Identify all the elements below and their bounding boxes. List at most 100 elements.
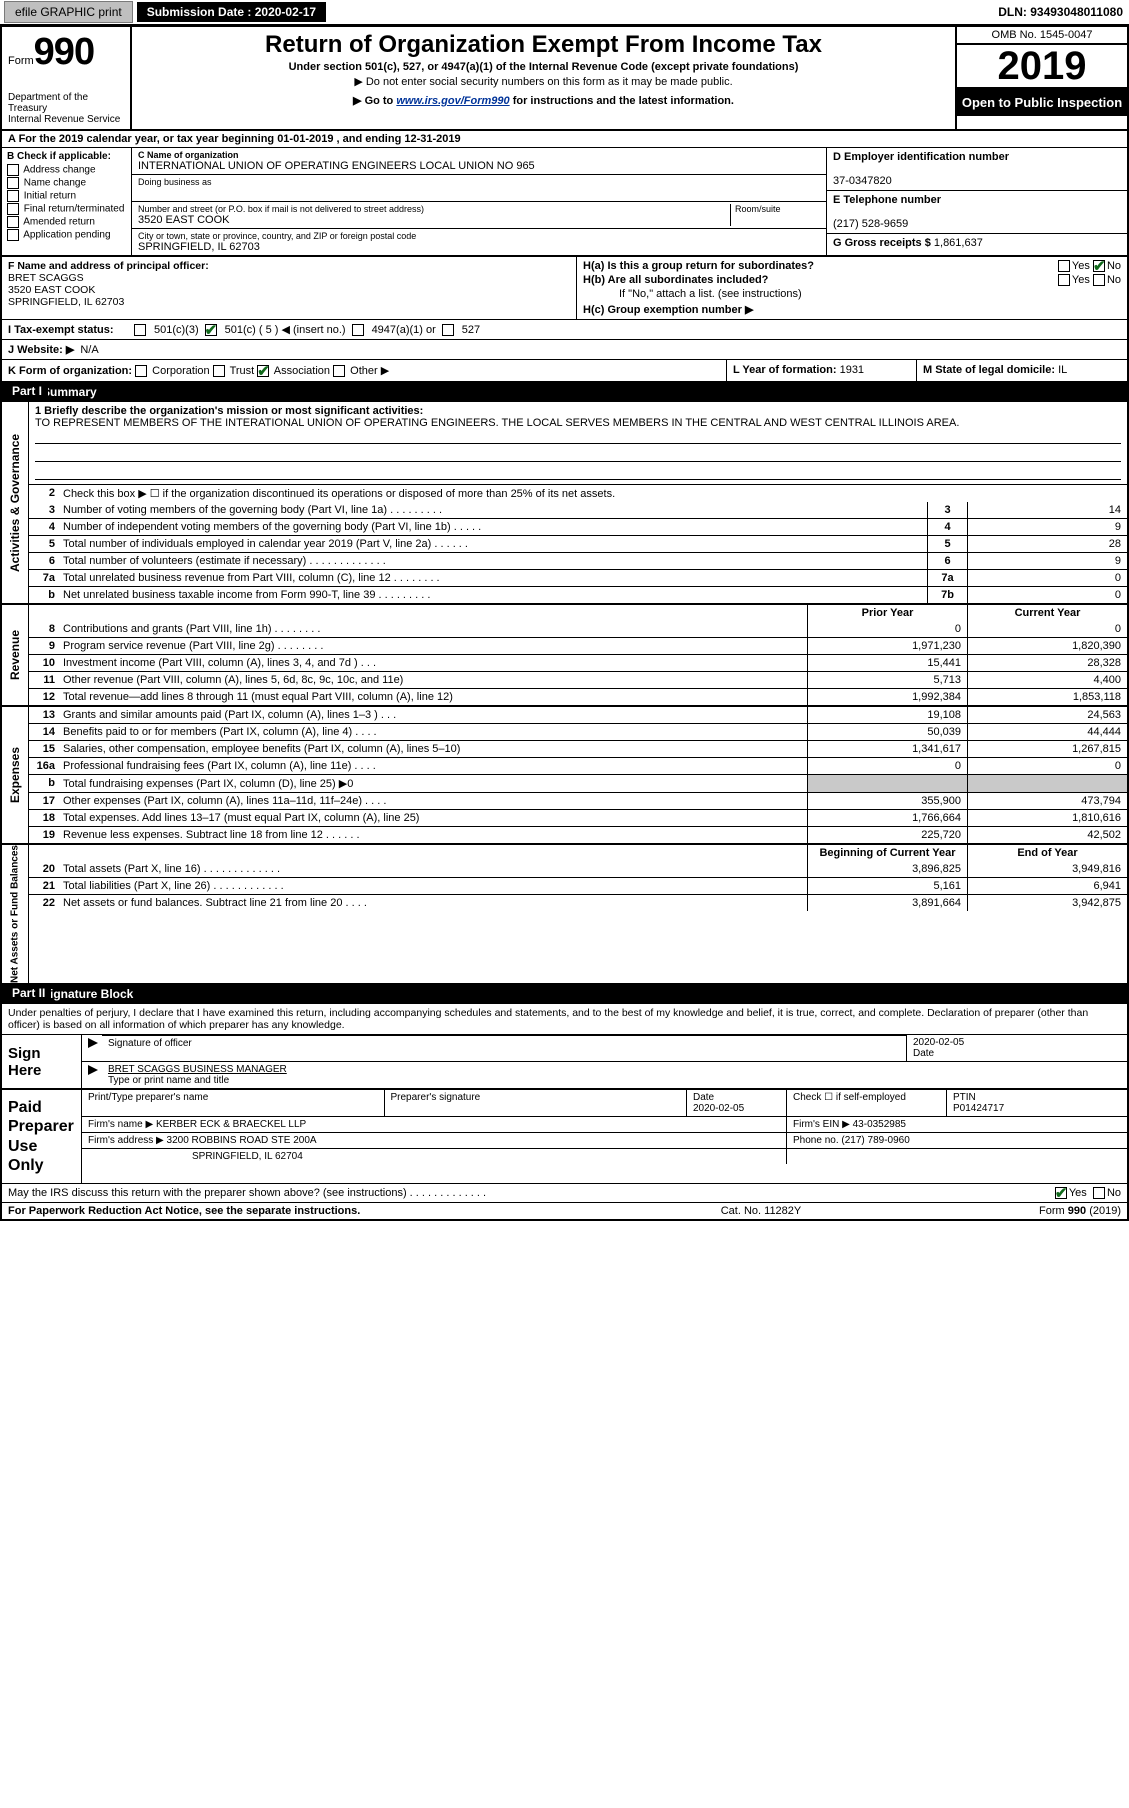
line-box: 3 (927, 502, 967, 518)
line-prior: 1,971,230 (807, 638, 967, 654)
line-box: 5 (927, 536, 967, 552)
section-expenses: Expenses 13Grants and similar amounts pa… (2, 707, 1127, 845)
efile-print-button[interactable]: efile GRAPHIC print (4, 1, 133, 23)
line-desc: Revenue less expenses. Subtract line 18 … (59, 827, 807, 843)
block-h: H(a) Is this a group return for subordin… (577, 257, 1127, 319)
line-desc: Investment income (Part VIII, column (A)… (59, 655, 807, 671)
firm-phone: (217) 789-0960 (841, 1135, 909, 1146)
sig-name: BRET SCAGGS BUSINESS MANAGER (108, 1064, 287, 1075)
section-activities-governance: Activities & Governance 1 Briefly descri… (2, 402, 1127, 605)
table-row: 17Other expenses (Part IX, column (A), l… (29, 792, 1127, 809)
sig-name-label: Type or print name and title (108, 1075, 229, 1086)
firm-addr1: 3200 ROBBINS ROAD STE 200A (167, 1135, 317, 1146)
line-current: 3,942,875 (967, 895, 1127, 911)
room-label: Room/suite (735, 204, 820, 214)
line-value: 9 (967, 553, 1127, 569)
dln: DLN: 93493048011080 (992, 2, 1129, 22)
tax-exempt-label: I Tax-exempt status: (8, 324, 128, 336)
line-desc: Benefits paid to or for members (Part IX… (59, 724, 807, 740)
chk-corp[interactable] (135, 365, 147, 377)
line-current: 28,328 (967, 655, 1127, 671)
line2-num: 2 (29, 485, 59, 502)
chk-address-change[interactable]: Address change (7, 164, 126, 176)
col-begin-year: Beginning of Current Year (807, 845, 967, 861)
line-desc: Number of voting members of the governin… (59, 502, 927, 518)
chk-527[interactable] (442, 324, 454, 336)
row-klm: K Form of organization: Corporation Trus… (2, 360, 1127, 383)
line2-desc: Check this box ▶ ☐ if the organization d… (59, 485, 1127, 502)
chk-initial-return[interactable]: Initial return (7, 190, 126, 202)
line-current: 1,853,118 (967, 689, 1127, 705)
footer-form: Form 990 (2019) (921, 1205, 1121, 1217)
form-990-frame: Form 990 Department of the Treasury Inte… (0, 25, 1129, 1221)
city-label: City or town, state or province, country… (138, 231, 820, 241)
hb-options[interactable]: Yes No (1058, 274, 1121, 286)
block-de: D Employer identification number 37-0347… (827, 148, 1127, 255)
ha-options[interactable]: Yes No (1058, 260, 1121, 272)
line-prior: 1,992,384 (807, 689, 967, 705)
table-row: 8Contributions and grants (Part VIII, li… (29, 621, 1127, 637)
line-desc: Professional fundraising fees (Part IX, … (59, 758, 807, 774)
table-row: 18Total expenses. Add lines 13–17 (must … (29, 809, 1127, 826)
line-current: 1,267,815 (967, 741, 1127, 757)
line-desc: Program service revenue (Part VIII, line… (59, 638, 807, 654)
chk-trust[interactable] (213, 365, 225, 377)
line-num: 18 (29, 810, 59, 826)
identity-block: B Check if applicable: Address change Na… (2, 148, 1127, 257)
prep-self-emp[interactable]: Check ☐ if self-employed (787, 1090, 947, 1117)
line-num: 9 (29, 638, 59, 654)
sign-here-label: Sign Here (2, 1035, 82, 1088)
chk-amended[interactable]: Amended return (7, 216, 126, 228)
line-prior: 3,896,825 (807, 861, 967, 877)
line-desc: Total fundraising expenses (Part IX, col… (59, 775, 807, 792)
chk-assoc[interactable] (257, 365, 269, 377)
sidetab-ag: Activities & Governance (2, 402, 28, 603)
table-row: bTotal fundraising expenses (Part IX, co… (29, 774, 1127, 792)
irs-link[interactable]: www.irs.gov/Form990 (396, 95, 509, 107)
header-mid: Return of Organization Exempt From Incom… (132, 27, 957, 129)
chk-501c[interactable] (205, 324, 217, 336)
header-right: OMB No. 1545-0047 2019 Open to Public In… (957, 27, 1127, 129)
line-desc: Total revenue—add lines 8 through 11 (mu… (59, 689, 807, 705)
line-desc: Net assets or fund balances. Subtract li… (59, 895, 807, 911)
line-box: 7b (927, 587, 967, 603)
row-f-h: F Name and address of principal officer:… (2, 257, 1127, 320)
table-row: 10Investment income (Part VIII, column (… (29, 654, 1127, 671)
officer-addr1: 3520 EAST COOK (8, 284, 95, 296)
line-value: 0 (967, 570, 1127, 586)
table-row: 9Program service revenue (Part VIII, lin… (29, 637, 1127, 654)
mission-block: 1 Briefly describe the organization's mi… (29, 402, 1127, 484)
arrow-icon (88, 1065, 98, 1075)
line-num: 5 (29, 536, 59, 552)
chk-4947[interactable] (352, 324, 364, 336)
line-desc: Total liabilities (Part X, line 26) . . … (59, 878, 807, 894)
arrow-icon (88, 1038, 98, 1048)
footer-left: For Paperwork Reduction Act Notice, see … (8, 1205, 601, 1217)
irs-discuss-options[interactable]: Yes No (1055, 1187, 1121, 1199)
row-i: I Tax-exempt status: 501(c)(3) 501(c) ( … (2, 320, 1127, 340)
chk-name-change[interactable]: Name change (7, 177, 126, 189)
line-num: 16a (29, 758, 59, 774)
top-bar: efile GRAPHIC print Submission Date : 20… (0, 0, 1129, 25)
chk-final-return[interactable]: Final return/terminated (7, 203, 126, 215)
line-prior: 0 (807, 758, 967, 774)
line-current: 4,400 (967, 672, 1127, 688)
chk-other[interactable] (333, 365, 345, 377)
chk-app-pending[interactable]: Application pending (7, 229, 126, 241)
line-current: 1,810,616 (967, 810, 1127, 826)
tax-year: 2019 (957, 45, 1127, 89)
officer-name: BRET SCAGGS (8, 272, 84, 284)
form-subtitle: Under section 501(c), 527, or 4947(a)(1)… (136, 61, 951, 73)
line-prior: 3,891,664 (807, 895, 967, 911)
line-current: 6,941 (967, 878, 1127, 894)
footer-cat: Cat. No. 11282Y (601, 1205, 921, 1217)
block-f: F Name and address of principal officer:… (2, 257, 577, 319)
sign-here-row: Sign Here Signature of officer 2020-02-0… (2, 1035, 1127, 1090)
website-value: N/A (80, 344, 98, 356)
chk-501c3[interactable] (134, 324, 146, 336)
line-num: 11 (29, 672, 59, 688)
table-row: 16aProfessional fundraising fees (Part I… (29, 757, 1127, 774)
part2-title: Signature Block (42, 987, 133, 1001)
website-label: J Website: ▶ (8, 343, 74, 356)
line-num: 21 (29, 878, 59, 894)
